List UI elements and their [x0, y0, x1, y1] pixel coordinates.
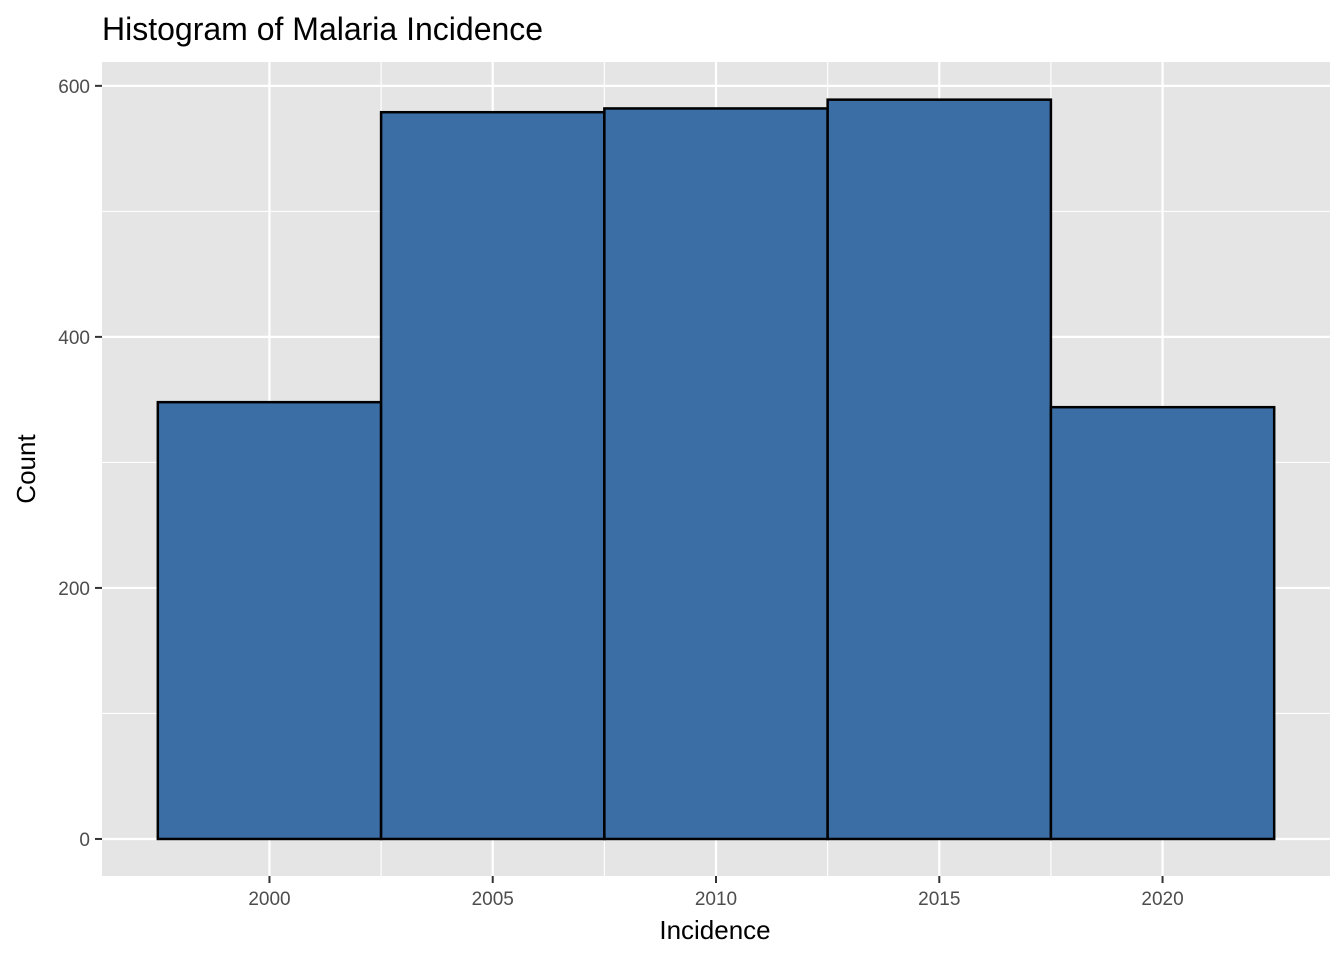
histogram-bar-1 [156, 400, 383, 841]
histogram-bar-3 [603, 107, 829, 841]
x-tick-label: 2005 [472, 889, 514, 910]
axis-ticks [95, 84, 1164, 883]
chart-title: Histogram of Malaria Incidence [102, 11, 543, 47]
y-axis-title: Count [11, 434, 41, 504]
histogram-bar-4 [826, 98, 1053, 841]
x-axis-tick-labels: 2000 2005 2010 2015 2020 [248, 889, 1183, 910]
y-tick-label: 400 [58, 328, 90, 349]
y-tick-label: 0 [79, 830, 90, 851]
x-tick-label: 2000 [248, 889, 290, 910]
x-tick-label: 2020 [1141, 889, 1183, 910]
histogram-bar-5 [1049, 405, 1276, 841]
y-tick-label: 600 [58, 77, 90, 98]
y-tick-label: 200 [58, 579, 90, 600]
x-tick-label: 2010 [695, 889, 737, 910]
histogram-bars [156, 98, 1276, 841]
x-tick-label: 2015 [918, 889, 960, 910]
y-axis-tick-labels: 0 200 400 600 [58, 77, 90, 851]
histogram-bar-2 [379, 110, 606, 841]
x-axis-title: Incidence [659, 915, 770, 945]
